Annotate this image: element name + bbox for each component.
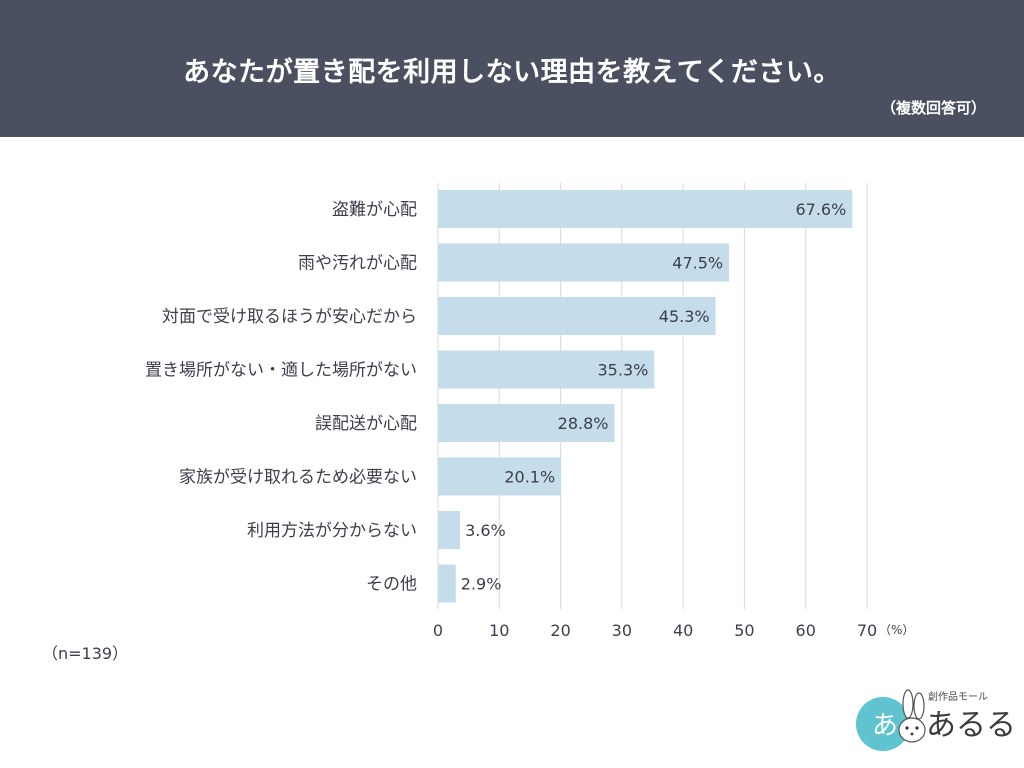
data-label: 2.9% — [461, 575, 502, 594]
chart-subtitle: （複数回答可） — [880, 99, 986, 117]
bar — [438, 243, 730, 282]
category-label: その他 — [366, 575, 417, 595]
category-label: 雨や汚れが心配 — [298, 254, 417, 274]
category-label: 利用方法が分からない — [247, 521, 417, 541]
sample-size-note: （n=139） — [42, 644, 129, 663]
x-unit-label: （%） — [879, 623, 914, 637]
title-banner: あなたが置き配を利用しない理由を教えてください。 （複数回答可） — [0, 0, 1024, 137]
data-label: 20.1% — [504, 468, 555, 487]
category-label: 盗難が心配 — [332, 200, 417, 220]
x-tick-label: 0 — [433, 621, 443, 640]
bar — [438, 457, 562, 496]
logo-tagline: 創作品モール — [928, 692, 988, 703]
svg-text:あ: あ — [872, 711, 898, 741]
data-label: 28.8% — [558, 414, 609, 433]
x-tick-label: 10 — [489, 621, 509, 640]
data-label: 3.6% — [465, 521, 506, 540]
data-label: 45.3% — [659, 307, 710, 326]
x-tick-label: 70 — [857, 621, 877, 640]
bar — [438, 404, 615, 442]
data-label: 47.5% — [672, 254, 723, 273]
x-tick-label: 30 — [612, 621, 632, 640]
bar — [438, 350, 655, 389]
category-label: 家族が受け取れるため必要ない — [179, 468, 417, 488]
data-label: 67.6% — [795, 200, 846, 219]
category-label: 対面で受け取るほうが安心だから — [162, 307, 417, 327]
bar — [438, 297, 716, 335]
logo-name: あるる — [926, 708, 1016, 743]
x-tick-label: 40 — [673, 621, 693, 640]
chart-title: あなたが置き配を利用しない理由を教えてください。 — [183, 57, 841, 88]
x-tick-label: 50 — [734, 621, 754, 640]
brand-logo: あ 創作品モール あるる — [850, 688, 1016, 754]
x-tick-label: 20 — [550, 621, 570, 640]
bar — [438, 190, 853, 228]
bar — [438, 511, 461, 549]
data-label: 35.3% — [598, 361, 649, 380]
rabbit-logo-icon: あ — [856, 689, 926, 751]
x-tick-label: 60 — [796, 621, 816, 640]
category-label: 置き場所がない・適した場所がない — [145, 361, 417, 381]
category-label: 誤配送が心配 — [315, 414, 417, 434]
bar — [438, 564, 456, 603]
